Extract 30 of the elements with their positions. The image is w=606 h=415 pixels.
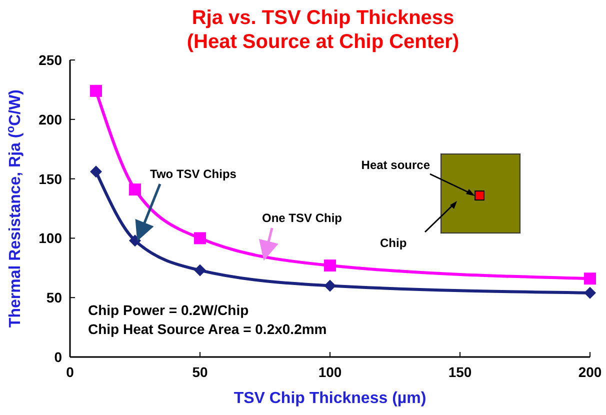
y-tick-label: 50 (46, 290, 62, 306)
annotation: Chip Power = 0.2W/Chip (88, 302, 249, 318)
y-tick-label: 150 (38, 170, 62, 187)
x-tick-label: 200 (578, 364, 602, 380)
x-tick-label: 150 (448, 364, 472, 380)
point (129, 183, 141, 196)
text: One TSV Chip (262, 211, 342, 225)
annotation: Chip (380, 236, 407, 250)
x-tick-label: 0 (66, 364, 74, 380)
x-tick-label: 100 (318, 364, 342, 380)
point (324, 280, 336, 292)
point (194, 264, 206, 276)
text: Two TSV Chips (150, 167, 237, 181)
point (584, 272, 596, 285)
point (584, 286, 596, 299)
y-tick-label: 200 (38, 111, 62, 128)
point (90, 166, 102, 178)
x-axis-title: TSV Chip Thickness (µm) (234, 390, 426, 407)
annotation: Chip Heat Source Area = 0.2x0.2mm (88, 321, 327, 337)
point (194, 232, 206, 244)
y-tick-label: 100 (38, 230, 62, 246)
chart-subtitle: (Heat Source at Chip Center) (186, 31, 460, 53)
chart-title: Rja vs. TSV Chip Thickness (192, 7, 454, 29)
point (90, 84, 102, 97)
point (129, 234, 141, 247)
y-tick-label: 0 (54, 349, 62, 365)
annotation: Heat source (361, 158, 430, 172)
y-tick-label: 250 (38, 52, 62, 68)
point (324, 260, 336, 272)
x-tick-label: 50 (192, 364, 208, 380)
